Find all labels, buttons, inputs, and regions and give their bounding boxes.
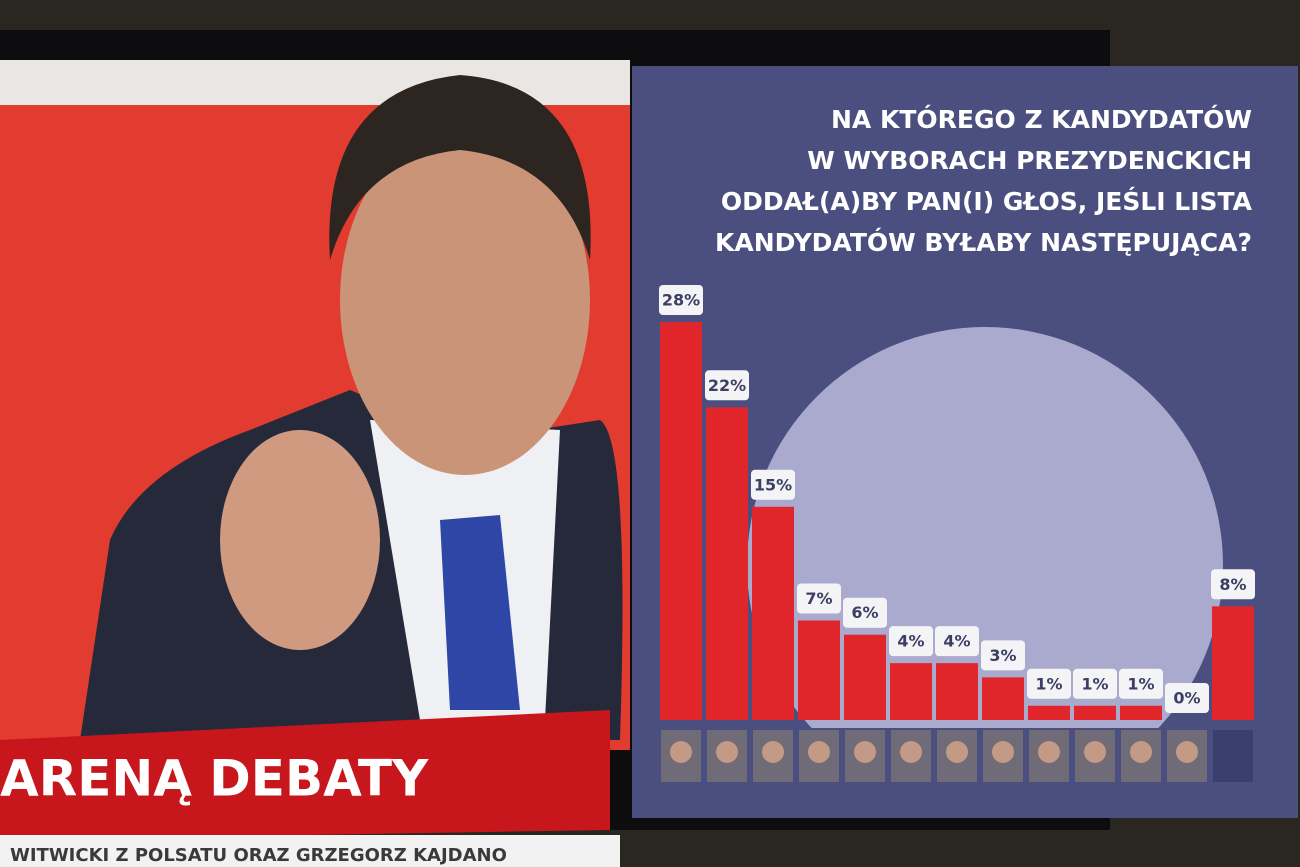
tie xyxy=(440,515,520,710)
value-label-box xyxy=(751,469,795,500)
value-label: 4% xyxy=(897,632,924,651)
value-label-box xyxy=(843,597,887,628)
value-label-box xyxy=(1211,569,1255,600)
portrait-face xyxy=(670,741,692,763)
portrait-face xyxy=(1176,741,1198,763)
value-label-box xyxy=(1165,683,1209,713)
portrait-face xyxy=(808,741,830,763)
bar xyxy=(982,677,1024,720)
value-label-box xyxy=(797,583,841,614)
value-label-box xyxy=(705,370,749,401)
value-label: 1% xyxy=(1127,674,1154,693)
bar xyxy=(936,663,978,720)
banner-text: ARENĄ DEBATY xyxy=(0,750,429,808)
ticker xyxy=(0,835,620,867)
title-line: KANDYDATÓW BYŁABY NASTĘPUJĄCA? xyxy=(715,227,1252,257)
value-label: 6% xyxy=(851,603,878,622)
portrait-face xyxy=(762,741,784,763)
title-line: ODDAŁ(A)BY PAN(I) GŁOS, JEŚLI LISTA xyxy=(721,186,1253,216)
ticker-text: WITWICKI Z POLSATU ORAZ GRZEGORZ KAJDANO xyxy=(10,845,507,866)
bar xyxy=(1074,705,1116,720)
chart-title: NA KTÓREGO Z KANDYDATÓW W WYBORACH PREZYD… xyxy=(715,104,1253,257)
portrait-face xyxy=(946,741,968,763)
studio-top xyxy=(0,60,630,105)
bar xyxy=(890,663,932,720)
value-label: 8% xyxy=(1219,575,1246,594)
value-label: 22% xyxy=(708,376,746,395)
bar xyxy=(844,634,886,720)
title-line: W WYBORACH PREZYDENCKICH xyxy=(807,146,1252,175)
value-label: 1% xyxy=(1035,674,1062,693)
value-label-box xyxy=(889,626,933,657)
value-label: 15% xyxy=(754,475,792,494)
bar xyxy=(752,506,794,720)
value-label: 28% xyxy=(662,291,700,310)
portrait-face xyxy=(900,741,922,763)
bar xyxy=(1120,705,1162,720)
portrait-face xyxy=(1038,741,1060,763)
candidate-portrait xyxy=(1213,730,1253,782)
banner xyxy=(0,710,610,840)
portrait-face xyxy=(716,741,738,763)
bar xyxy=(660,322,702,720)
hand xyxy=(220,430,380,650)
value-label-box xyxy=(1073,668,1117,699)
bar xyxy=(1028,705,1070,720)
bar xyxy=(706,407,748,720)
portrait-face xyxy=(992,741,1014,763)
face xyxy=(340,125,590,475)
value-label: 3% xyxy=(989,646,1016,665)
value-label-box xyxy=(659,285,703,315)
value-label-box xyxy=(935,626,979,657)
hair xyxy=(329,75,591,260)
value-label-box xyxy=(1119,668,1163,699)
value-label: 1% xyxy=(1081,674,1108,693)
title-line: NA KTÓREGO Z KANDYDATÓW xyxy=(831,104,1252,134)
portrait-face xyxy=(854,741,876,763)
plot: 28% 22% 15% 7% 6% 4% 4% 3% 1% 1% 1% 0% 8% xyxy=(659,285,1255,782)
portrait-face xyxy=(1130,741,1152,763)
value-label: 4% xyxy=(943,632,970,651)
bar xyxy=(798,620,840,720)
portrait-face xyxy=(1084,741,1106,763)
bar xyxy=(1212,606,1254,720)
value-label: 0% xyxy=(1173,689,1200,708)
value-label: 7% xyxy=(805,589,832,608)
value-label-box xyxy=(981,640,1025,671)
value-label-box xyxy=(1027,668,1071,699)
